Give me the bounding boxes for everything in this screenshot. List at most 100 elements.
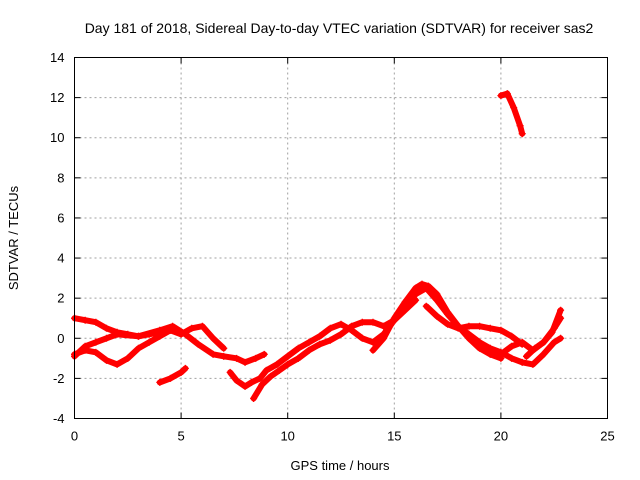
grid [74,57,608,419]
x-tick-label: 25 [600,429,614,444]
data-point [486,324,494,332]
data-point [284,360,292,368]
data-point [326,336,334,344]
data-point [369,346,377,354]
data-point [113,328,121,336]
data-point [92,348,100,356]
data-point [380,334,388,342]
data-point [358,318,366,326]
data-point [233,376,241,384]
data-point [516,122,524,130]
data-point [476,322,484,330]
data-point [380,322,388,330]
data-point [508,354,516,362]
data-point [557,306,565,314]
data-point [209,350,217,358]
data-point [81,346,89,354]
data-point [305,346,313,354]
data-point [497,326,505,334]
y-tick-label: 0 [57,331,64,346]
data-point [401,298,409,306]
data-point [531,344,539,352]
data-point [557,334,565,342]
axis-ticks: 0 5 10 15 20 25 -4 -2 0 2 4 6 8 10 12 14 [50,50,615,444]
data-point [454,324,462,332]
data-point [369,338,377,346]
data-point [247,378,255,386]
plot-frame [74,57,608,419]
data-point [465,322,473,330]
data-point [412,284,420,292]
data-point [220,344,228,352]
data-point [124,330,132,338]
data-point [134,332,142,340]
data-point [134,344,142,352]
x-tick-label: 5 [177,429,184,444]
chart-title: Day 181 of 2018, Sidereal Day-to-day VTE… [85,20,594,36]
data-point [294,354,302,362]
data-point [337,330,345,338]
y-tick-label: -4 [53,411,65,426]
data-point [529,360,537,368]
data-point [548,328,556,336]
data-point [273,360,281,368]
data-point [486,350,494,358]
data-point [92,338,100,346]
series-track-k [497,90,526,138]
data-point [81,316,89,324]
data-point [177,368,185,376]
data-point [358,334,366,342]
data-point [177,330,185,338]
series-track-d [156,364,189,386]
data-point [444,308,452,316]
data-point [503,90,511,98]
data-point [102,324,110,332]
data-point [390,314,398,322]
y-tick-label: -2 [53,371,65,386]
y-tick-label: 10 [50,130,64,145]
data-point [260,350,268,358]
data-point [424,282,432,290]
data-point [518,338,526,346]
x-tick-label: 10 [280,429,294,444]
x-tick-label: 15 [387,429,401,444]
data-point [250,394,258,402]
data-point [252,354,260,362]
data-point [497,350,505,358]
data-point [198,322,206,330]
data-point [476,344,484,352]
data-point [444,320,452,328]
data-point [348,322,356,330]
series-trace [523,307,564,360]
series-trace [497,90,526,137]
data-point [102,356,110,364]
data-point [262,366,270,374]
data-point [522,352,530,360]
y-tick-label: 8 [57,170,64,185]
data-point [422,302,430,310]
series-track-j [522,306,565,360]
data-point [241,358,249,366]
data-point [166,374,174,382]
data-point [188,324,196,332]
data-point [156,378,164,386]
data-point [326,324,334,332]
data-point [209,334,217,342]
data-point [284,352,292,360]
data-point [220,352,228,360]
data-point [305,338,313,346]
y-axis-label: SDTVAR / TECUs [6,185,21,290]
data-point [166,326,174,334]
y-tick-label: 6 [57,210,64,225]
x-tick-label: 20 [494,429,508,444]
data-point [540,338,548,346]
data-point [510,104,518,112]
data-point [145,338,153,346]
series-track-h [422,302,526,348]
series-trace [423,303,526,348]
y-tick-label: 4 [57,251,64,266]
data-point [476,338,484,346]
data-point [113,360,121,368]
data-point [233,354,241,362]
